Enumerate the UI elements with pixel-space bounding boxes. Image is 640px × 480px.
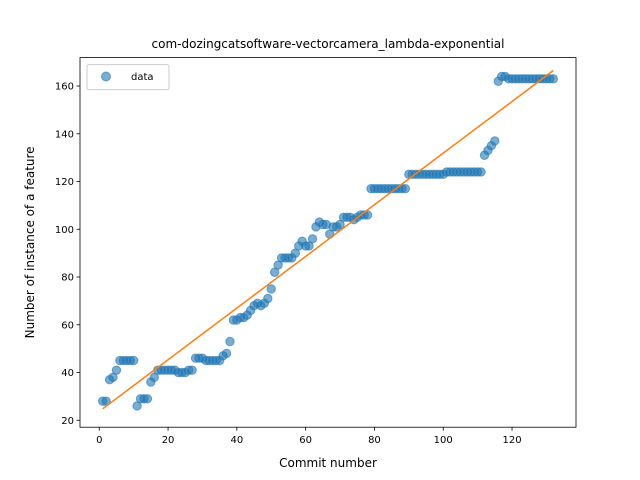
legend-label: data	[131, 72, 154, 83]
y-tick-label: 40	[61, 368, 74, 379]
y-tick-label: 160	[55, 82, 74, 93]
data-point	[187, 365, 197, 375]
y-tick-label: 20	[61, 416, 74, 427]
data-point	[111, 365, 122, 375]
x-tick-label: 40	[230, 435, 243, 446]
data-point	[490, 136, 500, 146]
axes-frame	[79, 57, 577, 428]
y-axis-label: Number of instance of a feature	[23, 146, 37, 338]
data-point	[263, 293, 273, 304]
legend: data	[86, 64, 170, 91]
y-tick-label: 100	[55, 225, 74, 236]
data-point	[266, 284, 276, 294]
data-point	[307, 234, 318, 244]
data-point	[221, 348, 232, 359]
x-axis-label: Commit number	[279, 456, 377, 470]
data-point	[142, 394, 153, 404]
x-tick-label: 0	[96, 435, 102, 446]
chart-title: com-dozingcatsoftware-vectorcamera_lambd…	[152, 37, 505, 51]
data-point	[476, 167, 486, 177]
x-tick-label: 120	[502, 435, 521, 446]
y-tick-label: 140	[55, 129, 74, 140]
data-point	[225, 336, 235, 347]
x-tick-label: 100	[434, 435, 453, 446]
data-point	[128, 355, 139, 366]
y-tick-label: 60	[61, 320, 74, 331]
y-axis: 20 40 60 80 100 120 140 160	[55, 82, 80, 427]
legend-box	[86, 64, 170, 91]
x-axis: 0 20 40 60 80 100 120	[96, 427, 522, 446]
x-tick-label: 20	[162, 435, 175, 446]
legend-marker	[101, 71, 111, 82]
plot-area	[98, 69, 558, 411]
x-tick-label: 80	[368, 435, 381, 446]
data-point	[400, 183, 411, 194]
fit-line	[102, 69, 554, 410]
y-tick-label: 120	[55, 177, 74, 188]
y-tick-label: 80	[61, 273, 74, 284]
data-point	[548, 74, 558, 84]
x-tick-label: 60	[299, 435, 312, 446]
